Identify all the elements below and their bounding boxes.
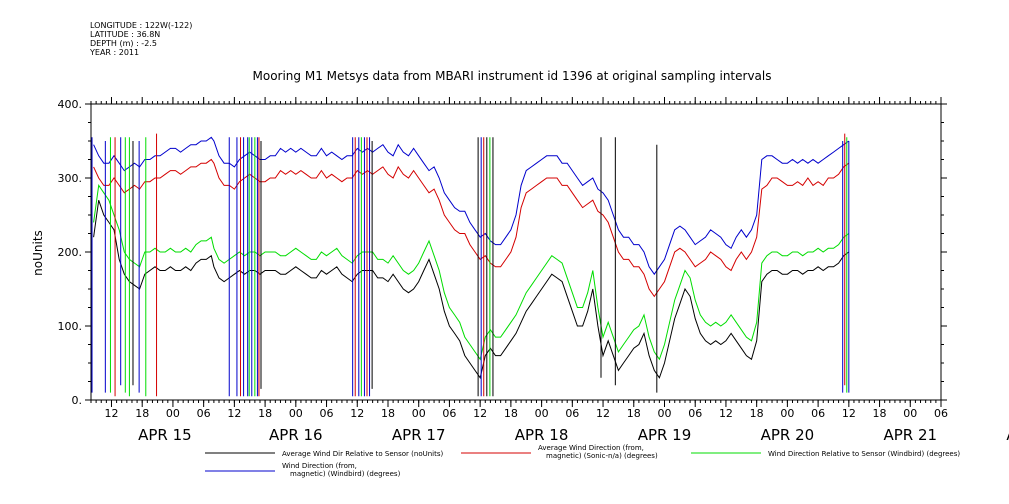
series-line-3 <box>93 136 850 276</box>
x-hour-label: 06 <box>442 407 456 420</box>
x-hour-label: 06 <box>688 407 702 420</box>
x-hour-label: 00 <box>780 407 794 420</box>
x-hour-label: 18 <box>873 407 887 420</box>
x-hour-label: 12 <box>350 407 364 420</box>
x-date-label: APR 20 <box>761 426 815 444</box>
metadata-block: LONGITUDE : 122W(-122) LATITUDE : 36.8N … <box>90 21 192 57</box>
x-hour-label: 06 <box>565 407 579 420</box>
x-hour-label: 00 <box>657 407 671 420</box>
x-hour-label: 00 <box>412 407 426 420</box>
x-date-label: APR 22 <box>1006 426 1009 444</box>
axes: 0. 100. 200. 300. 400. 12 18 00 06 12 18 00 06 12 18 00… <box>58 97 1009 444</box>
legend-label: magnetic) (Sonic-n/a) (degrees) <box>546 452 658 460</box>
y-tick-label: 0. <box>72 394 83 407</box>
x-hour-label: 06 <box>811 407 825 420</box>
x-date-label: APR 18 <box>515 426 569 444</box>
meta-latitude: LATITUDE : 36.8N <box>90 30 161 39</box>
legend-label: Wind Direction (from, <box>282 462 357 470</box>
series-line-1 <box>93 158 850 298</box>
meta-longitude: LONGITUDE : 122W(-122) <box>90 21 193 30</box>
x-hour-label: 18 <box>381 407 395 420</box>
x-hour-label: 00 <box>903 407 917 420</box>
x-hour-label: 18 <box>627 407 641 420</box>
x-hour-label: 18 <box>135 407 149 420</box>
legend: Average Wind Dir Relative to Sensor (noU… <box>205 444 960 478</box>
x-hour-label: 18 <box>750 407 764 420</box>
x-hour-label: 00 <box>289 407 303 420</box>
x-hour-label: 06 <box>197 407 211 420</box>
x-hour-label: 18 <box>504 407 518 420</box>
legend-label: magnetic) (Windbird) (degrees) <box>290 470 401 478</box>
x-date-label: APR 16 <box>269 426 323 444</box>
x-hour-label: 06 <box>320 407 334 420</box>
legend-label: Average Wind Direction (from, <box>538 444 644 452</box>
legend-label: Average Wind Dir Relative to Sensor (noU… <box>282 450 443 458</box>
x-hour-label: 12 <box>596 407 610 420</box>
meta-depth: DEPTH (m) : -2.5 <box>90 39 157 48</box>
y-tick-label: 300. <box>58 172 83 185</box>
y-tick-label: 200. <box>58 246 83 259</box>
series-layer <box>91 133 850 397</box>
x-hour-label: 12 <box>842 407 856 420</box>
y-tick-label: 400. <box>58 98 83 111</box>
x-date-label: APR 19 <box>638 426 692 444</box>
y-axis-label: noUnits <box>31 230 45 276</box>
x-date-label: APR 21 <box>883 426 937 444</box>
series-line-0 <box>93 200 850 380</box>
y-tick-label: 100. <box>58 320 83 333</box>
x-hour-label: 06 <box>934 407 948 420</box>
chart-title: Mooring M1 Metsys data from MBARI instru… <box>253 69 772 83</box>
x-hour-label: 00 <box>166 407 180 420</box>
meta-year: YEAR : 2011 <box>90 48 140 57</box>
x-hour-label: 00 <box>535 407 549 420</box>
series-line-2 <box>93 184 850 361</box>
legend-label: Wind Direction Relative to Sensor (Windb… <box>768 450 960 458</box>
x-hour-label: 18 <box>258 407 272 420</box>
x-hour-label: 12 <box>473 407 487 420</box>
x-date-label: APR 15 <box>138 426 192 444</box>
x-hour-label: 12 <box>227 407 241 420</box>
x-hour-label: 12 <box>104 407 118 420</box>
x-date-label: APR 17 <box>392 426 446 444</box>
x-hour-label: 12 <box>719 407 733 420</box>
